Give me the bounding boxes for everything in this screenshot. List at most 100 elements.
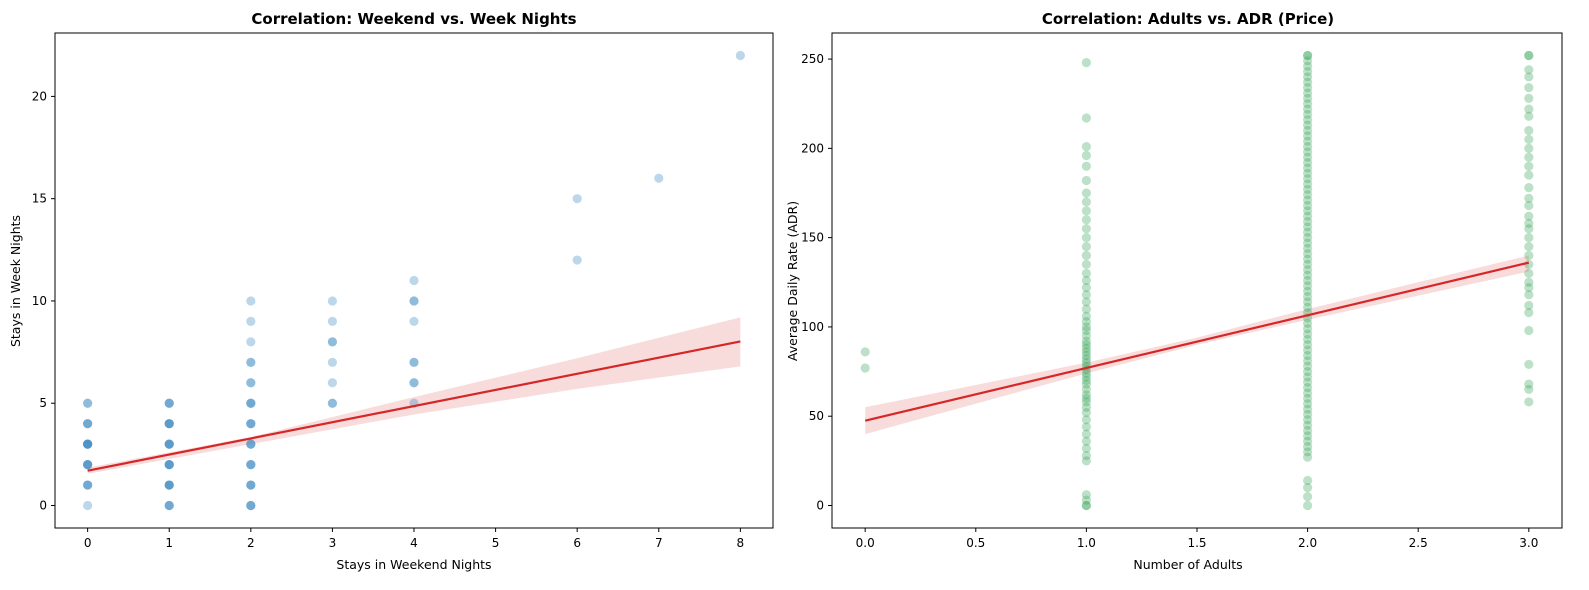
data-point — [1303, 302, 1313, 312]
data-point — [1081, 443, 1091, 453]
data-point — [1081, 250, 1091, 261]
data-point — [83, 398, 93, 408]
data-point — [1524, 397, 1534, 407]
data-point — [860, 363, 870, 373]
data-point — [1303, 158, 1313, 168]
data-point — [164, 480, 174, 490]
data-point — [1081, 379, 1091, 389]
data-point — [1524, 359, 1534, 370]
data-point — [1081, 336, 1091, 346]
y-tick-label: 0 — [39, 499, 47, 513]
data-point — [164, 419, 174, 429]
y-tick-label: 15 — [32, 192, 47, 206]
data-point — [1081, 58, 1091, 68]
data-point — [1303, 420, 1313, 430]
data-point — [1303, 50, 1313, 61]
data-point — [1081, 188, 1091, 198]
x-tick-label: 7 — [655, 536, 663, 550]
data-point — [164, 459, 174, 470]
data-point — [1081, 456, 1091, 466]
x-tick-label: 6 — [573, 536, 581, 550]
data-point — [164, 419, 174, 429]
data-point — [409, 378, 419, 388]
data-point — [83, 419, 93, 429]
data-point — [1081, 358, 1091, 368]
data-point — [1524, 134, 1534, 145]
data-point — [1303, 216, 1313, 227]
data-point — [246, 419, 256, 429]
data-point — [1303, 206, 1313, 216]
data-point — [1081, 408, 1091, 418]
data-point — [83, 480, 93, 490]
chart-weekend-vs-week: Correlation: Weekend vs. Week Nights 0 1 2… — [8, 10, 774, 572]
data-point — [1081, 197, 1091, 207]
data-point — [409, 296, 419, 306]
data-point — [246, 419, 256, 429]
data-point — [735, 50, 745, 61]
data-point — [327, 337, 338, 347]
data-point — [83, 439, 93, 449]
data-point — [1303, 377, 1313, 387]
data-point — [1081, 233, 1091, 243]
data-point — [246, 378, 256, 388]
data-point — [1303, 152, 1313, 162]
x-tick-label: 0 — [84, 536, 92, 550]
data-point — [246, 500, 256, 511]
data-point — [1081, 490, 1091, 500]
data-point — [572, 194, 582, 204]
data-point — [1081, 429, 1091, 439]
y-tick-label: 0 — [816, 499, 824, 513]
data-point — [1303, 88, 1313, 98]
data-point — [1303, 227, 1313, 237]
data-point — [1303, 104, 1313, 114]
data-point — [164, 500, 174, 511]
data-point — [1524, 83, 1534, 93]
data-point — [1081, 340, 1091, 350]
data-point — [1303, 168, 1313, 178]
x-tick-label: 3 — [329, 536, 337, 550]
data-point — [164, 398, 174, 408]
data-point — [164, 459, 174, 470]
data-point — [1303, 475, 1313, 486]
x-axis-label: Number of Adults — [1133, 557, 1242, 572]
data-point — [1303, 491, 1313, 502]
data-point — [1081, 316, 1091, 327]
data-point — [1081, 331, 1091, 341]
data-point — [246, 357, 256, 367]
data-point — [1303, 259, 1313, 270]
data-point — [1303, 483, 1313, 493]
data-point — [1524, 241, 1534, 252]
data-point — [1081, 275, 1091, 286]
data-point — [1081, 495, 1091, 505]
regression-line — [864, 261, 1530, 422]
x-tick-label: 2 — [247, 536, 255, 550]
x-tick-label: 2.5 — [1409, 536, 1428, 550]
data-point — [1081, 150, 1091, 161]
data-point — [164, 398, 174, 408]
data-point — [1303, 350, 1313, 361]
data-point — [1303, 324, 1313, 334]
data-point — [1524, 211, 1534, 221]
data-point — [1081, 268, 1091, 278]
data-point — [1524, 218, 1534, 228]
chart-title: Correlation: Weekend vs. Week Nights — [251, 10, 576, 28]
data-point — [1303, 200, 1313, 211]
data-point — [1303, 249, 1313, 259]
data-point — [1303, 366, 1313, 377]
data-point — [1303, 77, 1313, 87]
data-point — [1524, 200, 1534, 211]
data-point — [1524, 50, 1534, 61]
data-point — [1303, 243, 1313, 253]
data-point — [246, 439, 256, 449]
data-point — [654, 173, 664, 183]
data-point — [1081, 415, 1091, 425]
confidence-band — [865, 255, 1529, 435]
data-point — [164, 480, 174, 490]
data-point — [83, 480, 93, 490]
data-point — [83, 459, 93, 470]
y-tick-label: 50 — [809, 409, 824, 423]
x-tick-label: 8 — [737, 536, 745, 550]
data-point — [1524, 183, 1534, 193]
data-point — [83, 439, 93, 449]
data-point — [1303, 340, 1313, 350]
